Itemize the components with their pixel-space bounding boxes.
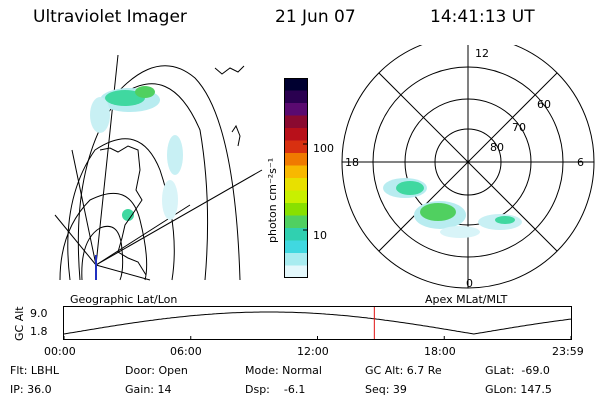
seq-readout: Seq: 39 [365,383,407,396]
lat-arc-outer [95,65,241,281]
coastline [99,65,245,276]
time-tick-1800: 18:00 [424,345,456,358]
dsp-readout: Dsp: -6.1 [245,383,306,396]
mlat-label-60: 60 [537,98,551,111]
colorbar-swatch [284,265,308,278]
colorbar-swatch [284,203,308,216]
meridian-1 [95,54,119,266]
time-tick-1200: 12:00 [297,345,329,358]
mlt-label-12: 12 [475,47,489,60]
colorbar-swatch [284,128,308,141]
time-tick-0600: 06:00 [170,345,202,358]
colorbar-swatch [284,140,308,154]
lat-arc-5 [81,225,124,281]
colorbar-swatch [284,253,308,266]
time-label: 14:41:13 UT [430,7,535,27]
colorbar-swatch [284,90,308,104]
colorbar-frame [284,78,308,278]
colorbar-swatch [284,153,308,166]
date-label: 21 Jun 07 [275,7,356,27]
geographic-map-panel [54,54,263,281]
colorbar-swatch [284,165,308,179]
meridian-4 [95,204,191,266]
colorbar-swatch [284,190,308,204]
glon-readout: GLon: 147.5 [485,383,552,396]
mlt-label-0: 0 [466,277,473,290]
time-tick-0000: 00:00 [44,345,76,358]
apex-panel-label: Apex MLat/MLT [425,293,508,306]
gc-alt-readout: GC Alt: 6.7 Re [365,364,442,377]
mlat-label-80: 80 [490,141,504,154]
time-tick-2359: 23:59 [552,345,584,358]
colorbar-swatch [284,228,308,241]
colorbar-tick-10: 10 [313,229,327,242]
instrument-title: Ultraviolet Imager [33,7,187,27]
meridian-2 [71,149,97,266]
lat-arc-4 [59,192,148,281]
polar-mlat-mlt-plot [341,45,595,289]
colorbar-swatch [284,240,308,254]
colorbar-swatch [284,78,308,91]
glat-readout: GLat: -69.0 [485,364,550,377]
mode-readout: Mode: Normal [245,364,322,377]
colorbar-swatch [284,115,308,129]
door-readout: Door: Open [125,364,188,377]
colorbar-tick-100: 100 [313,142,334,155]
filter-readout: Flt: LBHL [10,364,59,377]
altitude-ytick-1-8: 1.8 [30,325,48,338]
mlat-label-70: 70 [512,121,526,134]
mlt-label-18: 18 [345,156,359,169]
aurora-emission [90,86,183,221]
geographic-panel-label: Geographic Lat/Lon [70,293,178,306]
colorbar [284,78,308,278]
altitude-curve [63,311,572,335]
ip-readout: IP: 36.0 [10,383,52,396]
mlt-line-diag-2 [378,72,558,252]
meridian-3 [95,169,263,266]
altitude-ylabel: GC Alt [13,306,26,341]
altitude-ytick-9: 9.0 [30,307,48,320]
colorbar-swatch [284,103,308,116]
mlt-label-6: 6 [577,156,584,169]
lat-arc-3 [67,138,175,281]
polar-aurora-emission [383,178,522,238]
altitude-plot-frame [63,306,572,340]
meridian-6 [95,264,151,281]
altitude-plot [63,306,572,340]
meridian-5 [54,214,97,266]
lat-arc-2 [77,83,209,281]
colorbar-unit-label: photon cm⁻²s⁻¹ [266,157,279,243]
colorbar-swatch [284,215,308,229]
gain-readout: Gain: 14 [125,383,172,396]
colorbar-swatch [284,178,308,191]
